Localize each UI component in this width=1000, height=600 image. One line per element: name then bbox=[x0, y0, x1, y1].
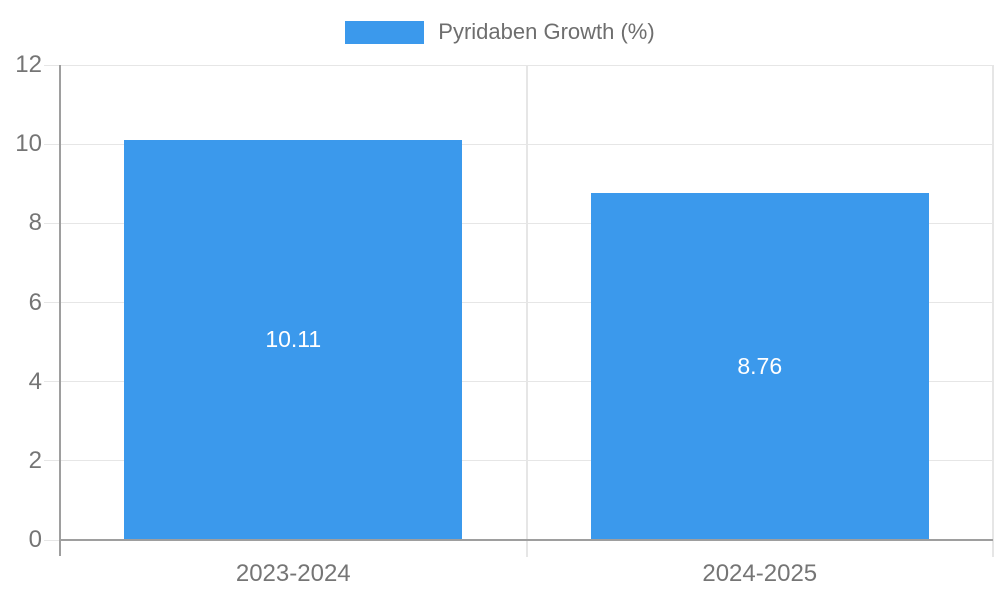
legend[interactable]: Pyridaben Growth (%) bbox=[0, 15, 1000, 49]
y-gridline bbox=[44, 539, 60, 541]
y-gridline bbox=[44, 143, 993, 145]
x-axis-tick-label: 2023-2024 bbox=[235, 560, 351, 587]
category-separator-line bbox=[525, 65, 528, 557]
y-gridline bbox=[44, 460, 993, 462]
y-axis-tick-label: 6 bbox=[28, 288, 42, 316]
x-axis-tick-label: 2024-2025 bbox=[702, 560, 818, 587]
y-gridline bbox=[44, 222, 993, 224]
y-axis-tick-label: 4 bbox=[28, 367, 42, 395]
bar[interactable] bbox=[590, 193, 929, 539]
legend-swatch-icon bbox=[345, 20, 425, 44]
x-axis-line bbox=[60, 539, 993, 541]
y-axis-tick-label: 0 bbox=[28, 526, 42, 553]
y-axis-tick-label: 2 bbox=[28, 446, 42, 474]
y-axis-tick-label: 8 bbox=[28, 209, 42, 237]
bar-value-label: 10.11 bbox=[265, 325, 322, 352]
legend-label: Pyridaben Growth (%) bbox=[438, 19, 655, 44]
y-axis-line bbox=[59, 65, 61, 556]
bar-value-label: 8.76 bbox=[737, 352, 783, 379]
category-separator-line bbox=[992, 65, 994, 557]
y-gridline bbox=[44, 64, 993, 66]
y-gridline bbox=[44, 302, 993, 303]
y-axis-tick-label: 10 bbox=[15, 130, 42, 158]
bar[interactable] bbox=[124, 139, 463, 539]
y-gridline bbox=[44, 381, 993, 383]
y-axis-tick-label: 12 bbox=[15, 51, 42, 78]
